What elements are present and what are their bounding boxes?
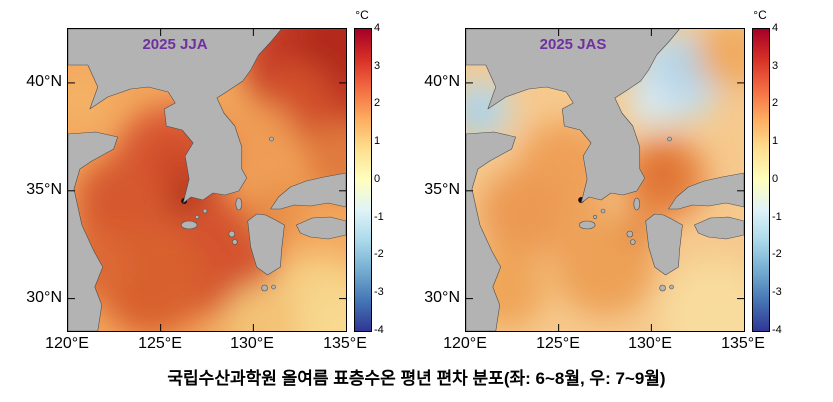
colorbar-tick: 2 — [374, 97, 381, 109]
y-tick-label: 30°N — [26, 289, 62, 306]
map-panel-jas: 2025 JAS — [465, 28, 745, 332]
colorbar-jja — [354, 28, 372, 332]
colorbar-tick: -1 — [374, 211, 384, 223]
colorbar-unit: °C — [355, 8, 369, 22]
colorbar-tick: 0 — [374, 173, 381, 185]
colorbar-tick: -3 — [772, 286, 782, 298]
colorbar-tick: -1 — [772, 211, 782, 223]
colorbar-tick: 1 — [772, 135, 779, 147]
sst-map-jas — [466, 29, 744, 331]
colorbar-tick: 3 — [374, 60, 381, 72]
colorbar-tick: 3 — [772, 60, 779, 72]
panel-title-jas: 2025 JAS — [539, 36, 607, 53]
colorbar-tick: 0 — [772, 173, 779, 185]
x-tick-label: 130°E — [628, 335, 672, 352]
x-tick-label: 135°E — [721, 335, 765, 352]
figure-caption: 국립수산과학원 올여름 표층수온 평년 편차 분포(좌: 6~8월, 우: 7~… — [167, 369, 666, 388]
colorbar-tick: -4 — [772, 324, 782, 336]
x-tick-label: 125°E — [536, 335, 580, 352]
colorbar-jas — [752, 28, 770, 332]
x-tick-label: 130°E — [230, 335, 274, 352]
y-tick-label: 30°N — [424, 289, 460, 306]
colorbar-tick: -2 — [772, 248, 782, 260]
colorbar-tick: -3 — [374, 286, 384, 298]
x-tick-label: 120°E — [443, 335, 487, 352]
colorbar-tick: 2 — [772, 97, 779, 109]
panel-title-jja: 2025 JJA — [142, 36, 208, 53]
sst-map-jja — [68, 29, 346, 331]
colorbar-tick: 4 — [374, 22, 381, 34]
colorbar-tick: -4 — [374, 324, 384, 336]
x-tick-label: 120°E — [45, 335, 89, 352]
x-tick-label: 135°E — [323, 335, 367, 352]
colorbar-tick: 4 — [772, 22, 779, 34]
map-panel-jja: 2025 JJA — [67, 28, 347, 332]
colorbar-tick: -2 — [374, 248, 384, 260]
y-tick-label: 35°N — [424, 181, 460, 198]
y-tick-label: 40°N — [424, 73, 460, 90]
colorbar-tick: 1 — [374, 135, 381, 147]
y-tick-label: 40°N — [26, 73, 62, 90]
colorbar-unit: °C — [753, 8, 767, 22]
x-tick-label: 125°E — [138, 335, 182, 352]
y-tick-label: 35°N — [26, 181, 62, 198]
